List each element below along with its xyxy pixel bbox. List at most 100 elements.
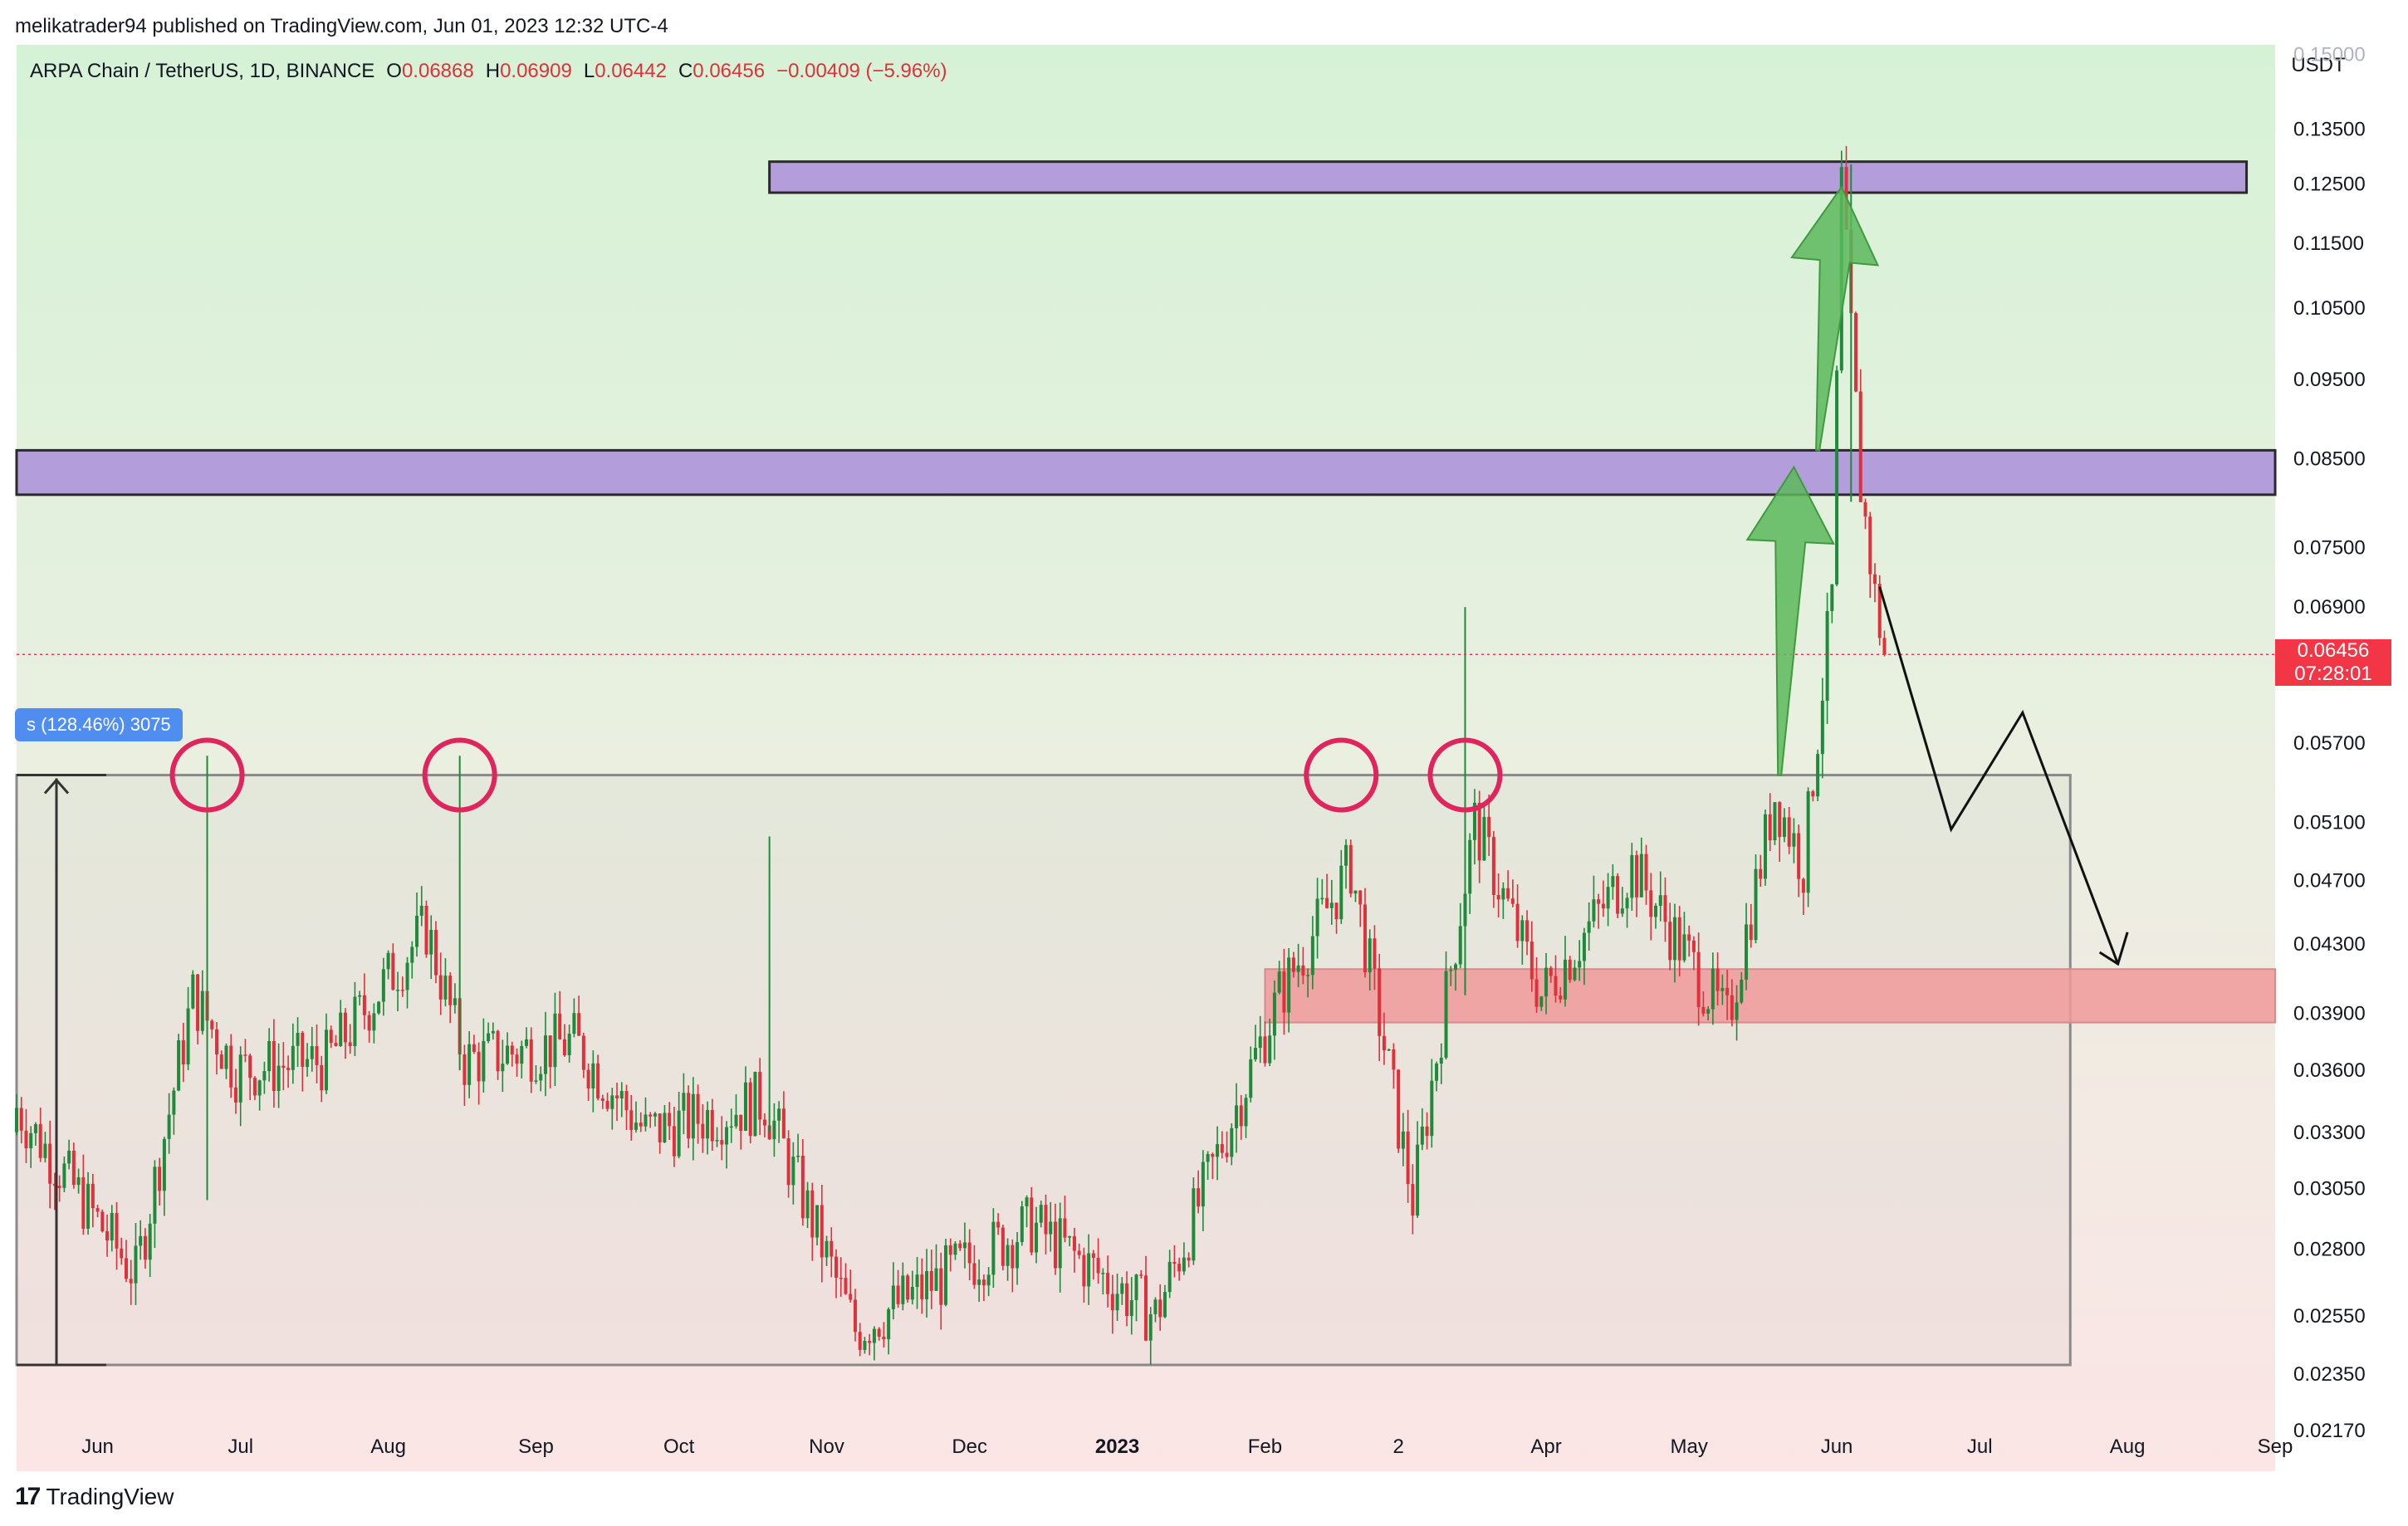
candle [1559,986,1563,1004]
candle [391,943,395,991]
green-up-arrow[interactable] [1745,465,1835,776]
x-tick-label: Aug [2110,1436,2146,1458]
candle [1458,902,1462,968]
candle [1649,873,1653,941]
highlight-circle[interactable] [169,737,245,813]
candle [1411,1164,1415,1235]
candle-body [1329,902,1334,908]
candle [1244,1093,1248,1138]
candle-body [139,1235,143,1246]
candle [1830,584,1834,624]
candle [577,995,581,1036]
projection-path[interactable] [1878,586,2120,965]
candle [1858,369,1862,502]
candle-body [1077,1250,1081,1255]
candle [62,1157,66,1192]
candle [529,1027,533,1093]
candle-body [438,975,443,1000]
candle [1106,1255,1110,1308]
candle-body [1587,921,1591,933]
candle-body [910,1287,914,1300]
candle [1787,806,1791,854]
candle-body [1663,895,1667,922]
candle [1162,1284,1167,1318]
candle [1549,966,1553,983]
candle [358,990,362,1006]
candle-body [1740,979,1744,1003]
candle-body [1115,1294,1119,1311]
candle [1468,833,1472,914]
highlight-circle[interactable] [1304,737,1379,813]
tradingview-logo[interactable]: 17 TradingView [15,1483,174,1511]
ohlc-legend: ARPA Chain / TetherUS, 1D, BINANCE O0.06… [30,60,947,83]
candle [1306,968,1310,998]
candle [1835,365,1839,587]
candle [872,1326,876,1361]
candle [706,1101,710,1155]
range-box[interactable] [15,774,2072,1367]
candle-body [1334,902,1339,920]
candle-body [1611,876,1615,888]
candle [396,971,400,1012]
candle-body [81,1177,86,1229]
candle [863,1337,867,1354]
candle-body [386,952,390,970]
candle-body [1672,917,1676,961]
candle [1672,903,1676,983]
candle-body [830,1240,834,1257]
resistance-zone[interactable] [15,448,2277,496]
candle-body [120,1248,124,1259]
candle-body [758,1072,762,1120]
support-zone[interactable] [1264,968,2276,1024]
plot-background [17,45,2275,1471]
candle-body [1687,934,1691,941]
candle [996,1213,1001,1235]
candle-body [1730,995,1734,1020]
candle [38,1108,42,1162]
candle-body [1258,1036,1262,1049]
candle-body [786,1138,790,1186]
candle-body [810,1190,815,1238]
candle [252,1076,257,1101]
candle [1529,921,1534,992]
candle [1487,795,1491,857]
measure-tool-label[interactable]: s (128.46%) 3075 [15,708,183,741]
candle [1235,1083,1239,1153]
candle-body [19,1108,23,1131]
candle-body [715,1140,719,1142]
highlight-circle[interactable] [422,737,497,813]
x-tick-label: Jun [81,1436,114,1458]
candle [896,1269,900,1308]
candle [1310,916,1314,990]
candle [839,1257,843,1297]
candle [1687,925,1691,957]
candle-body [320,1064,324,1091]
candle-body [1006,1245,1010,1266]
candle-body [1501,888,1505,900]
resistance-zone[interactable] [768,160,2249,194]
candle-body [1639,853,1643,898]
candle [120,1237,124,1265]
candle-body [619,1091,624,1098]
candle-body [1677,917,1681,961]
candle [429,915,433,980]
candle-body [934,1268,938,1291]
candle-body [158,1167,162,1191]
candle [1344,839,1348,889]
candle-body [443,976,448,1000]
candle-body [706,1109,710,1139]
candle-body [1211,1154,1215,1157]
candle [291,1023,295,1084]
candle [76,1168,81,1194]
candle [1882,630,1887,657]
highlight-circle[interactable] [1427,737,1503,813]
x-tick-label: Sep [518,1436,554,1458]
y-tick-label: 0.03050 [2293,1177,2366,1200]
y-tick-label: 0.11500 [2293,232,2364,255]
green-up-arrow[interactable] [1790,185,1880,452]
candle [1110,1274,1114,1334]
candle [1768,793,1772,852]
candle-body [1706,1009,1711,1014]
candle-body [1082,1255,1086,1287]
